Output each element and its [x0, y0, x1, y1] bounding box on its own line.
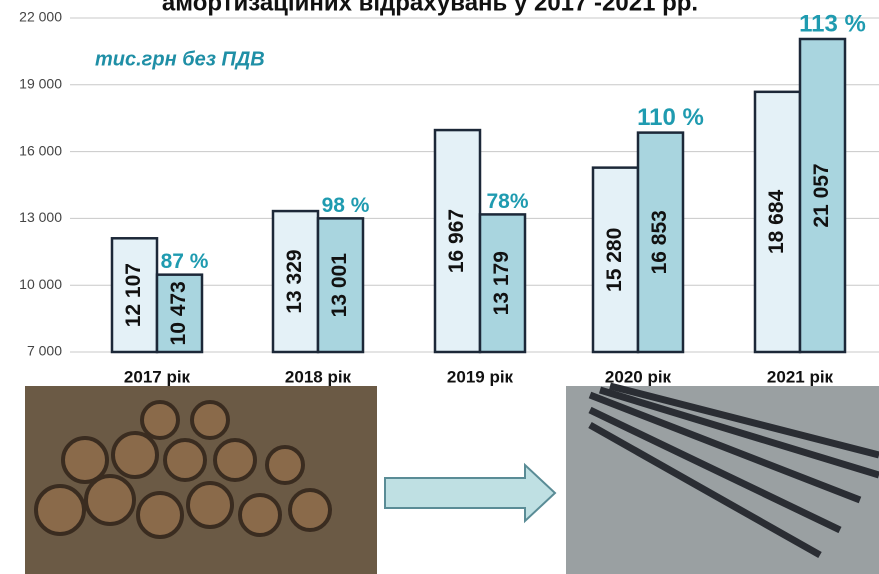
bar — [798, 37, 847, 354]
old-pipes — [34, 400, 332, 539]
x-tick-label: 2017 рік — [124, 367, 191, 386]
x-tick-label: 2021 рік — [767, 367, 834, 386]
value-label: 13 179 — [490, 251, 513, 315]
y-tick-label: 10 000 — [19, 276, 62, 292]
y-tick-label: 22 000 — [19, 9, 62, 25]
arrow — [384, 462, 557, 524]
x-tick-label: 2020 рік — [605, 367, 672, 386]
value-label: 10 473 — [167, 281, 190, 345]
photos — [25, 382, 879, 574]
y-tick-label: 13 000 — [19, 209, 62, 225]
y-tick-label: 16 000 — [19, 142, 62, 158]
y-tick-label: 7 000 — [27, 343, 62, 359]
percent-label: 78% — [486, 190, 528, 213]
bar — [753, 90, 802, 354]
new-pipes — [588, 382, 879, 559]
bar — [591, 166, 640, 354]
percent-label: 110 % — [637, 104, 704, 131]
chart-title: амортизаційних відрахувань у 2017 -2021 … — [162, 0, 698, 16]
value-label: 12 107 — [122, 263, 145, 327]
chart-subtitle: тис.грн без ПДВ — [95, 48, 265, 70]
value-label: 16 853 — [648, 210, 671, 274]
x-tick-label: 2018 рік — [285, 367, 352, 386]
value-label: 16 967 — [445, 209, 468, 273]
value-label: 21 057 — [810, 163, 833, 227]
bar — [271, 209, 320, 354]
bar — [155, 273, 204, 354]
bar — [316, 217, 365, 354]
bar — [110, 237, 159, 354]
percent-label: 98 % — [322, 194, 370, 217]
bar — [478, 213, 527, 354]
bar — [636, 131, 685, 354]
x-tick-label: 2019 рік — [447, 367, 514, 386]
percent-label: 87 % — [161, 250, 209, 273]
y-tick-label: 19 000 — [19, 76, 62, 92]
percent-label: 113 % — [799, 10, 866, 37]
bar — [433, 128, 482, 354]
value-label: 18 684 — [765, 189, 788, 254]
value-label: 15 280 — [603, 228, 626, 292]
value-label: 13 001 — [328, 253, 351, 318]
value-label: 13 329 — [283, 249, 306, 313]
